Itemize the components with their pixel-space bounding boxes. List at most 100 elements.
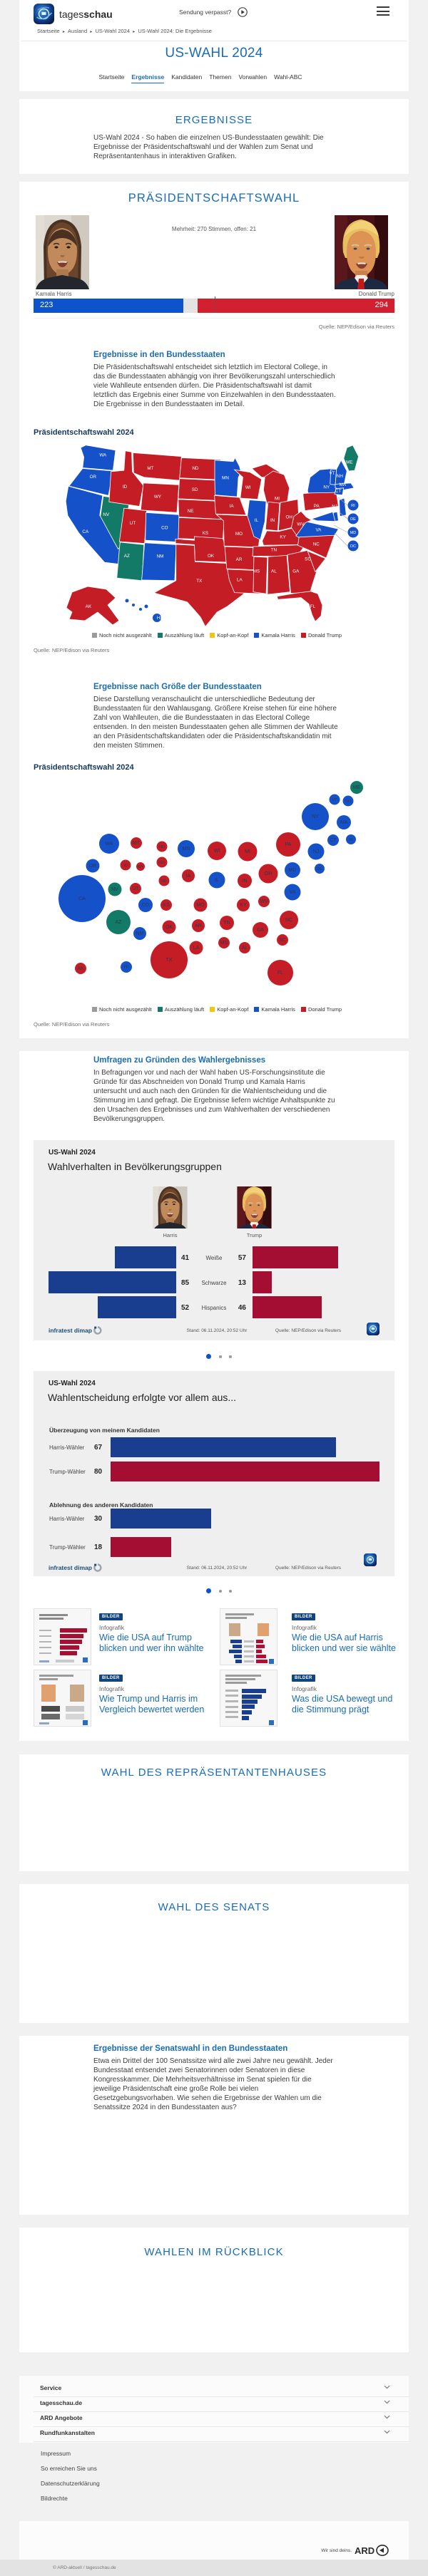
svg-text:MT: MT bbox=[133, 841, 141, 846]
svg-text:NE: NE bbox=[161, 879, 167, 884]
svg-text:OK: OK bbox=[208, 554, 215, 559]
svg-text:MN: MN bbox=[222, 476, 229, 481]
svg-text:SC: SC bbox=[305, 557, 311, 562]
svg-text:LA: LA bbox=[193, 946, 200, 951]
svg-text:AR: AR bbox=[236, 557, 243, 562]
svg-text:TX: TX bbox=[196, 579, 203, 584]
svg-text:ND: ND bbox=[192, 466, 199, 471]
svg-text:FL: FL bbox=[277, 971, 283, 976]
svg-text:AZ: AZ bbox=[124, 554, 130, 559]
svg-text:ARD: ARD bbox=[355, 2545, 374, 2556]
svg-text:KY: KY bbox=[280, 535, 286, 540]
svg-text:PA: PA bbox=[285, 842, 292, 847]
svg-text:MD: MD bbox=[350, 531, 357, 535]
svg-text:SC: SC bbox=[279, 938, 286, 943]
svg-text:AL: AL bbox=[271, 569, 277, 574]
svg-text:VT: VT bbox=[332, 798, 337, 802]
svg-text:MT: MT bbox=[147, 466, 153, 471]
svg-text:KS: KS bbox=[163, 903, 170, 908]
svg-text:NM: NM bbox=[136, 931, 144, 936]
svg-text:CA: CA bbox=[78, 896, 86, 901]
svg-text:UT: UT bbox=[130, 521, 136, 526]
svg-text:NH: NH bbox=[337, 474, 344, 479]
svg-text:CO: CO bbox=[142, 903, 150, 908]
svg-text:MA: MA bbox=[340, 820, 348, 825]
svg-text:MD: MD bbox=[289, 868, 297, 873]
svg-text:IA: IA bbox=[230, 504, 235, 509]
svg-text:KY: KY bbox=[240, 903, 247, 908]
svg-text:WA: WA bbox=[105, 842, 113, 847]
svg-text:WI: WI bbox=[245, 485, 251, 490]
svg-text:ID: ID bbox=[123, 485, 128, 490]
svg-text:RI: RI bbox=[349, 838, 353, 842]
svg-text:WA: WA bbox=[99, 453, 107, 458]
svg-text:UT: UT bbox=[132, 886, 139, 891]
svg-text:MS: MS bbox=[220, 941, 228, 946]
svg-text:DE: DE bbox=[317, 867, 322, 871]
svg-text:TX: TX bbox=[166, 958, 173, 963]
svg-text:NY: NY bbox=[323, 485, 330, 490]
svg-text:MI: MI bbox=[245, 849, 250, 854]
svg-text:ME: ME bbox=[346, 460, 352, 465]
svg-text:CT: CT bbox=[335, 489, 342, 494]
svg-text:SD: SD bbox=[192, 487, 198, 492]
svg-text:AK: AK bbox=[77, 966, 84, 971]
svg-text:MO: MO bbox=[235, 532, 243, 537]
svg-text:VA: VA bbox=[316, 527, 322, 532]
svg-text:IN: IN bbox=[243, 879, 248, 884]
svg-text:WV: WV bbox=[297, 522, 305, 527]
svg-text:KS: KS bbox=[203, 531, 208, 536]
svg-text:NJ: NJ bbox=[313, 849, 320, 854]
svg-text:ND: ND bbox=[159, 845, 165, 849]
svg-text:NV: NV bbox=[103, 512, 110, 517]
svg-text:TN: TN bbox=[271, 548, 277, 553]
svg-text:VA: VA bbox=[290, 890, 296, 895]
svg-text:LA: LA bbox=[237, 578, 243, 583]
svg-text:MO: MO bbox=[196, 903, 205, 908]
svg-text:OH: OH bbox=[265, 871, 272, 876]
svg-text:MS: MS bbox=[253, 569, 260, 574]
svg-text:OR: OR bbox=[90, 475, 97, 480]
svg-text:ID: ID bbox=[123, 864, 128, 868]
svg-text:WY: WY bbox=[138, 865, 144, 869]
svg-text:IL: IL bbox=[255, 518, 259, 523]
svg-text:IN: IN bbox=[270, 518, 275, 523]
svg-text:CA: CA bbox=[82, 529, 89, 534]
svg-text:NH: NH bbox=[345, 800, 351, 804]
svg-text:DC: DC bbox=[350, 544, 356, 549]
svg-text:MI: MI bbox=[275, 497, 280, 502]
svg-text:NM: NM bbox=[157, 554, 164, 559]
svg-text:VT: VT bbox=[329, 471, 335, 476]
svg-text:TN: TN bbox=[223, 921, 230, 926]
svg-text:OR: OR bbox=[89, 864, 97, 869]
svg-text:NV: NV bbox=[111, 887, 118, 892]
svg-text:WY: WY bbox=[154, 495, 162, 500]
svg-text:OK: OK bbox=[165, 925, 173, 930]
svg-text:OH: OH bbox=[285, 514, 292, 519]
svg-text:ME: ME bbox=[353, 785, 361, 790]
svg-text:MN: MN bbox=[183, 847, 190, 852]
svg-text:GA: GA bbox=[292, 569, 300, 574]
svg-text:NC: NC bbox=[313, 542, 320, 547]
svg-text:NY: NY bbox=[312, 814, 319, 819]
svg-text:HI: HI bbox=[124, 965, 129, 970]
svg-text:AZ: AZ bbox=[116, 920, 123, 925]
svg-text:CT: CT bbox=[330, 838, 337, 843]
svg-text:AK: AK bbox=[86, 604, 92, 609]
svg-text:WI: WI bbox=[214, 849, 220, 854]
svg-text:FL: FL bbox=[310, 604, 316, 609]
svg-text:IA: IA bbox=[186, 874, 191, 879]
svg-text:AL: AL bbox=[242, 946, 248, 951]
svg-text:IL: IL bbox=[215, 878, 219, 883]
svg-text:SD: SD bbox=[159, 861, 165, 865]
svg-text:DE: DE bbox=[350, 517, 356, 522]
svg-text:NC: NC bbox=[285, 918, 292, 923]
svg-text:WV: WV bbox=[260, 899, 268, 904]
svg-text:AR: AR bbox=[195, 924, 202, 929]
svg-text:PA: PA bbox=[314, 504, 320, 509]
svg-text:NE: NE bbox=[188, 509, 194, 514]
svg-text:RI: RI bbox=[351, 504, 355, 508]
svg-text:MA: MA bbox=[340, 482, 347, 487]
svg-text:HI: HI bbox=[157, 616, 162, 621]
svg-text:NJ: NJ bbox=[332, 505, 337, 509]
